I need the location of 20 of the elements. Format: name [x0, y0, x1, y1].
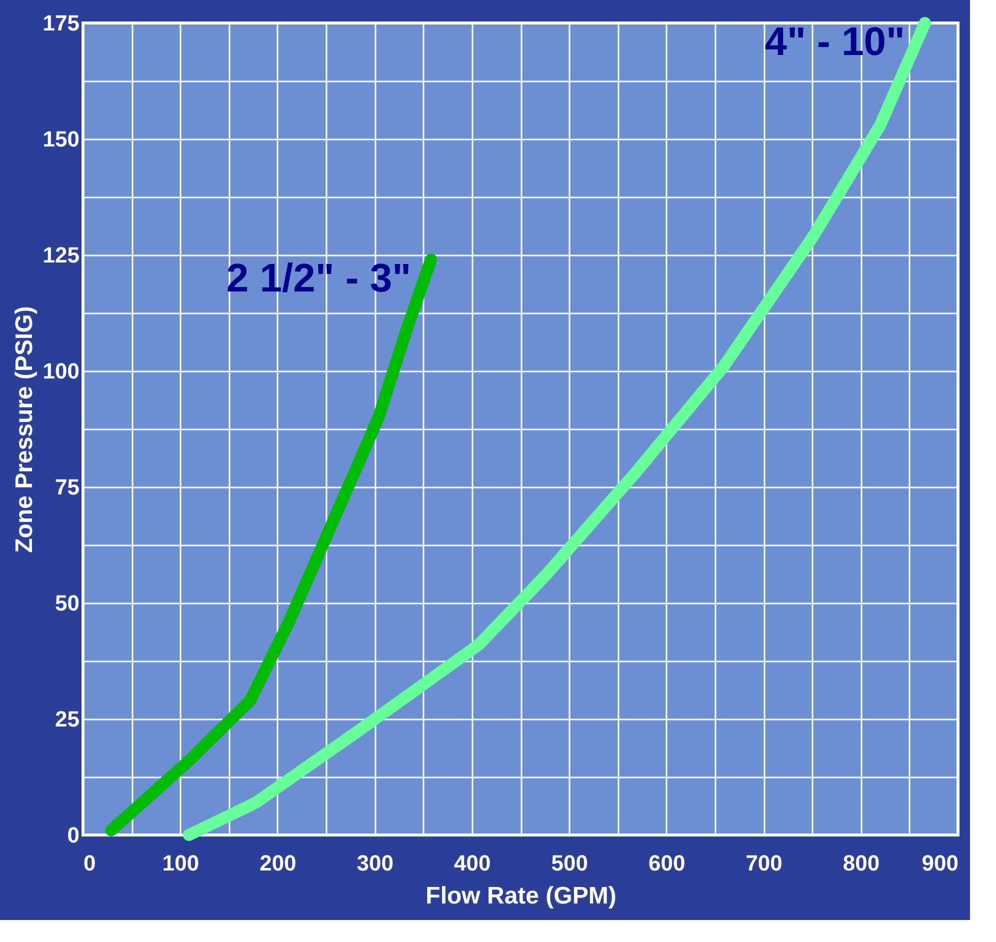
x-tick-label: 700: [746, 850, 782, 876]
x-tick-label: 400: [454, 850, 491, 876]
y-tick-label: 0: [67, 822, 80, 848]
y-tick-label: 175: [42, 10, 80, 36]
y-tick-label: 125: [42, 242, 80, 268]
y-tick-label: 150: [42, 126, 80, 152]
y-tick-label: 100: [42, 358, 80, 384]
x-axis-title: Flow Rate (GPM): [426, 882, 616, 910]
y-tick-label: 50: [55, 590, 80, 616]
x-tick-label: 0: [84, 850, 96, 876]
x-tick-label: 200: [260, 850, 296, 876]
x-tick-label: 600: [648, 850, 686, 876]
x-tick-label: 900: [922, 850, 958, 876]
y-axis-title: Zone Pressure (PSIG): [10, 306, 38, 553]
x-tick-label: 300: [356, 850, 394, 876]
y-tick-label: 25: [55, 706, 80, 732]
x-tick-label: 500: [551, 850, 588, 876]
x-tick-label: 100: [162, 850, 200, 876]
x-tick-label: 800: [842, 850, 880, 876]
y-tick-label: 75: [55, 474, 80, 500]
